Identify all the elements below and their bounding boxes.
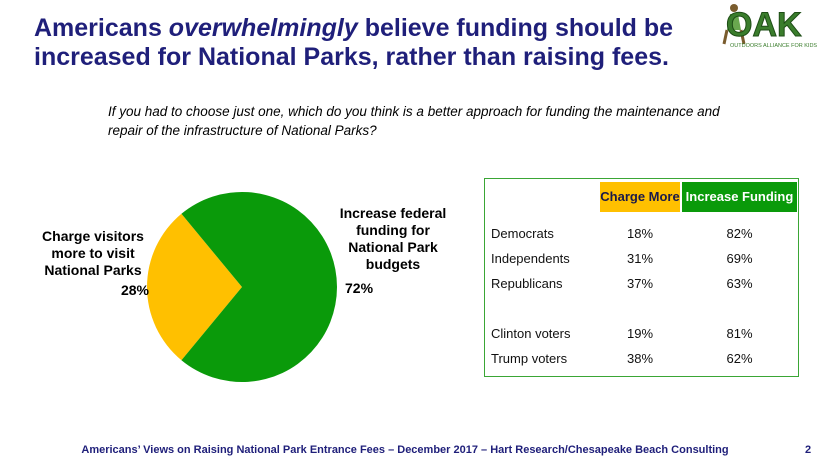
table-row: Trump voters 38% 62% [485, 349, 798, 369]
row-charge: 18% [626, 226, 654, 241]
row-increase: 69% [726, 251, 753, 266]
table-row: Independents 31% 69% [485, 249, 798, 269]
header-increase-funding: Increase Funding [682, 182, 797, 212]
slice-value-increase: 72% [345, 280, 374, 296]
slice-label-charge: Charge visitors more to visit National P… [42, 228, 144, 278]
table-row: Republicans 37% 63% [485, 274, 798, 294]
logo-figure-icon [722, 4, 746, 45]
row-group: Democrats [491, 226, 554, 241]
row-group: Republicans [491, 276, 563, 291]
pie-slice-charge-more [147, 213, 242, 361]
row-increase: 82% [726, 226, 753, 241]
page-number: 2 [805, 444, 812, 456]
row-group: Trump voters [491, 351, 568, 366]
slice-label-increase: Increase federal funding for National Pa… [339, 205, 447, 272]
oak-logo: OAK OUTDOORS ALLIANCE FOR KIDS [722, 4, 817, 49]
table-row: Clinton voters 19% 81% [485, 324, 798, 344]
row-charge: 31% [626, 251, 654, 266]
results-table: Charge More Increase Funding Democrats 1… [484, 178, 799, 377]
pie-slice-increase-funding [181, 192, 338, 383]
table-row: Democrats 18% 82% [485, 224, 798, 244]
row-group: Independents [491, 251, 570, 266]
row-charge: 37% [626, 276, 654, 291]
header-charge-more: Charge More [600, 182, 680, 212]
title-emphasis: overwhelmingly [168, 14, 358, 42]
row-increase: 62% [726, 351, 753, 366]
footer-source: Americans’ Views on Raising National Par… [81, 444, 729, 456]
row-increase: 63% [726, 276, 753, 291]
row-charge: 38% [626, 351, 654, 366]
row-charge: 19% [626, 326, 654, 341]
row-group: Clinton voters [491, 326, 571, 341]
logo-tagline: OUTDOORS ALLIANCE FOR KIDS [730, 43, 817, 49]
page-title: Americans overwhelmingly believe funding… [34, 14, 674, 71]
survey-question: If you had to choose just one, which do … [108, 104, 720, 138]
row-increase: 81% [726, 326, 753, 341]
logo-wordmark: OAK [726, 6, 802, 44]
slice-value-charge: 28% [120, 282, 149, 298]
